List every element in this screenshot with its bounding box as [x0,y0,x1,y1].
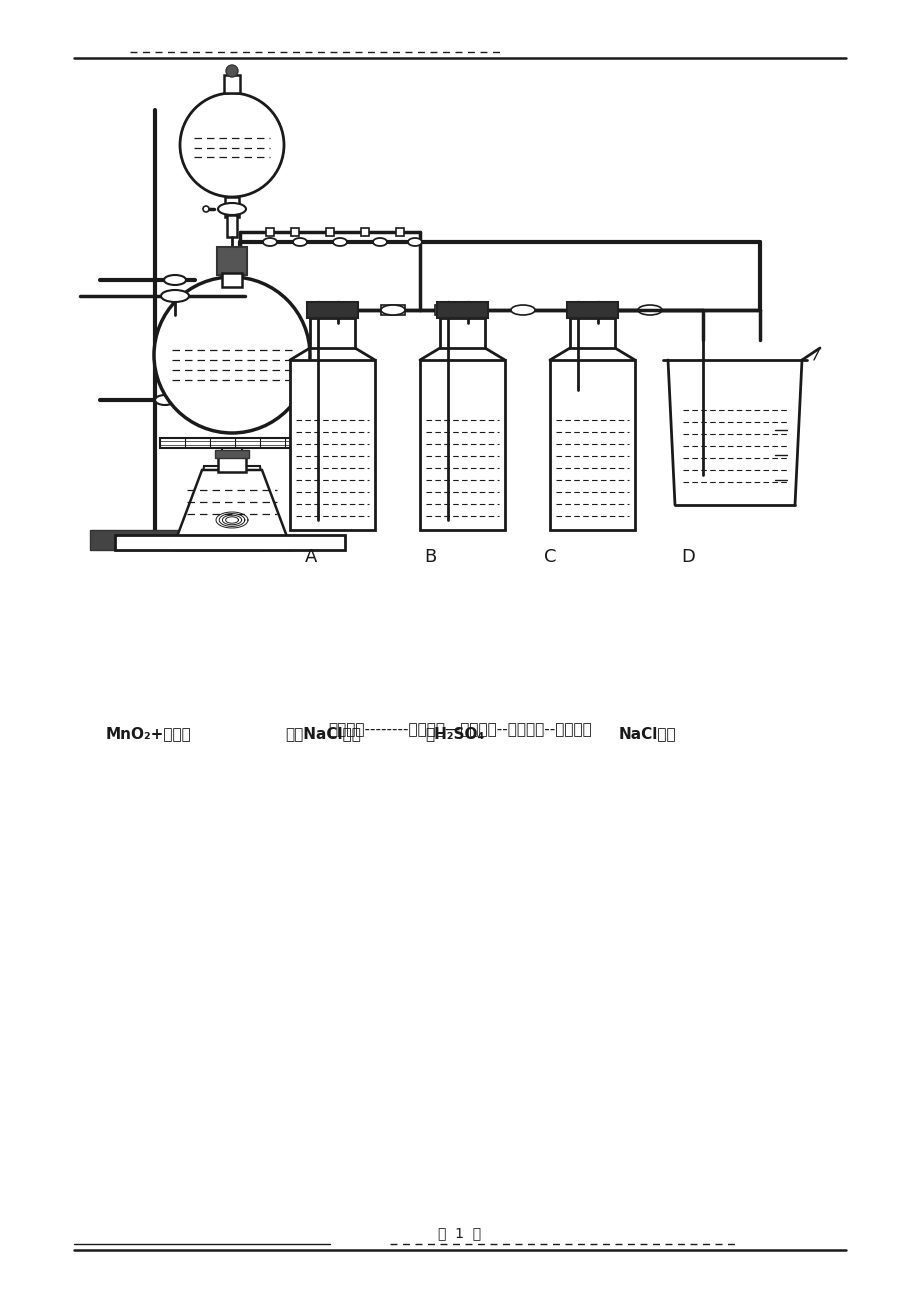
Bar [266,228,274,236]
Ellipse shape [407,238,422,246]
Bar [115,535,345,549]
Circle shape [180,92,284,197]
Bar [460,305,470,315]
Ellipse shape [203,206,209,212]
Bar [192,513,272,523]
Bar [290,228,299,236]
Bar [307,302,357,318]
Ellipse shape [292,238,307,246]
Bar [550,359,634,530]
Ellipse shape [637,305,662,315]
Ellipse shape [161,290,188,302]
Text: A: A [304,548,317,566]
Ellipse shape [510,305,535,315]
Bar [380,305,404,315]
Bar [395,228,403,236]
Ellipse shape [154,395,175,405]
Bar [437,302,487,318]
Bar [225,197,239,217]
Polygon shape [172,470,291,549]
Polygon shape [90,530,265,549]
Bar [221,273,242,286]
Bar [566,302,618,318]
Polygon shape [197,466,267,513]
Text: 饱和NaCl溶液: 饱和NaCl溶液 [285,727,360,741]
Circle shape [153,277,310,434]
Bar [227,215,237,237]
Bar [310,318,355,348]
Bar [217,247,246,275]
Bar [160,437,305,448]
Text: 发生装置--------除杂装置—干燥装置--收集装置--吸收装置: 发生装置--------除杂装置—干燥装置--收集装置--吸收装置 [328,723,591,737]
Circle shape [226,65,238,77]
Bar [435,305,445,315]
Bar [439,318,484,348]
Text: 浓H₂SO₄: 浓H₂SO₄ [425,727,483,741]
Text: NaCl溶液: NaCl溶液 [618,727,675,741]
Ellipse shape [218,203,245,215]
Bar [570,318,614,348]
Ellipse shape [372,238,387,246]
Text: B: B [424,548,437,566]
Bar [420,359,505,530]
Ellipse shape [380,305,404,315]
Text: MnO₂+浓盐酸: MnO₂+浓盐酸 [106,727,191,741]
Bar [360,228,369,236]
Bar [289,359,375,530]
Bar [325,228,334,236]
Ellipse shape [263,238,277,246]
Text: 第  1  页: 第 1 页 [438,1226,481,1240]
Bar [215,450,249,458]
Text: C: C [543,548,556,566]
Bar [227,458,237,466]
Ellipse shape [164,275,186,285]
Bar [223,76,240,92]
Bar [221,448,242,460]
Bar [218,454,245,473]
Ellipse shape [333,238,346,246]
Text: D: D [680,548,695,566]
